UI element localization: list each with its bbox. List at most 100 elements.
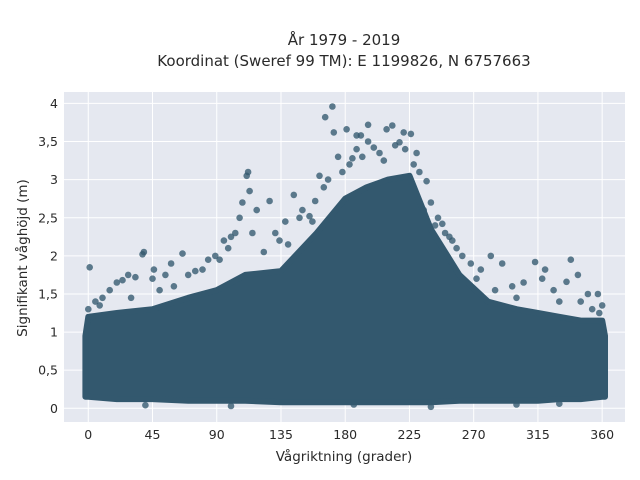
data-point — [439, 220, 446, 228]
data-point — [253, 206, 260, 214]
data-point — [92, 298, 99, 305]
data-point — [423, 177, 430, 185]
y-tick-label: 2,5 — [38, 210, 58, 225]
x-tick-label: 270 — [462, 427, 486, 442]
data-point — [132, 273, 139, 281]
data-point — [364, 138, 372, 145]
data-point — [86, 264, 93, 271]
data-point — [407, 130, 415, 138]
data-point — [370, 144, 378, 151]
data-point — [353, 145, 360, 153]
data-point — [427, 199, 435, 206]
data-point — [124, 271, 132, 279]
data-point — [311, 197, 319, 205]
data-point — [224, 244, 232, 252]
data-point — [227, 233, 235, 241]
data-point — [453, 244, 460, 252]
data-point — [391, 142, 399, 149]
y-tick-label: 1 — [50, 325, 58, 340]
data-point — [220, 237, 228, 244]
data-envelope — [82, 172, 608, 406]
data-point — [420, 206, 428, 214]
data-point — [184, 271, 192, 279]
data-point — [350, 401, 358, 408]
x-tick-label: 45 — [145, 427, 161, 442]
data-point — [574, 271, 582, 279]
data-point — [320, 184, 328, 191]
x-tick-label: 135 — [269, 427, 293, 442]
data-point — [531, 258, 539, 266]
data-point — [199, 266, 206, 273]
data-point — [216, 256, 223, 264]
data-point — [99, 294, 106, 302]
data-point — [162, 271, 169, 279]
data-point — [290, 191, 298, 199]
x-axis-ticks: 0 45 90 135 180 225 270 315 360 — [84, 427, 614, 442]
data-point — [577, 298, 584, 305]
data-point — [321, 113, 329, 121]
dense-point-cloud — [82, 172, 608, 406]
data-point — [410, 161, 418, 168]
data-point — [389, 122, 396, 129]
data-point — [513, 401, 520, 408]
data-point — [556, 400, 563, 408]
data-point — [541, 266, 549, 273]
data-point — [139, 251, 146, 258]
data-point — [330, 129, 338, 136]
x-tick-label: 225 — [398, 427, 422, 442]
y-tick-label: 3,5 — [38, 134, 58, 149]
x-tick-label: 360 — [590, 427, 614, 442]
data-point — [427, 403, 435, 411]
data-point — [359, 153, 366, 161]
data-point — [309, 218, 316, 225]
data-point — [380, 157, 388, 164]
data-point — [513, 294, 520, 302]
data-point — [520, 279, 527, 286]
chart-title-line1: År 1979 - 2019 — [288, 30, 401, 49]
data-point — [249, 229, 256, 237]
y-tick-label: 3 — [50, 172, 58, 187]
data-points — [85, 103, 606, 411]
x-axis-label: Vågriktning (grader) — [276, 448, 413, 465]
data-point — [150, 266, 158, 273]
data-point — [272, 229, 279, 237]
y-axis-ticks: 0 0,5 1 1,5 2 2,5 3 3,5 4 — [38, 96, 58, 416]
data-point — [477, 266, 485, 273]
data-point — [282, 218, 289, 225]
data-point — [266, 197, 273, 205]
data-point — [550, 286, 557, 294]
x-tick-label: 180 — [333, 427, 357, 442]
data-point — [106, 286, 113, 294]
data-point — [284, 241, 292, 248]
data-point — [491, 286, 499, 294]
data-point — [446, 233, 453, 241]
data-point — [179, 250, 186, 257]
data-point — [487, 252, 495, 260]
data-point — [85, 305, 92, 313]
data-point — [413, 149, 420, 157]
data-point — [346, 161, 353, 168]
y-axis-label: Signifikant våghöjd (m) — [14, 179, 31, 337]
data-point — [400, 129, 408, 136]
data-point — [239, 199, 246, 206]
data-point — [156, 286, 163, 294]
data-point — [232, 229, 239, 237]
data-point — [170, 283, 178, 290]
data-point — [127, 294, 135, 302]
x-tick-label: 90 — [209, 427, 225, 442]
data-point — [441, 229, 449, 237]
y-tick-label: 2 — [50, 248, 58, 263]
data-point — [329, 103, 336, 110]
data-point — [556, 298, 563, 305]
data-point — [588, 305, 596, 313]
x-tick-label: 0 — [84, 427, 92, 442]
data-point — [296, 214, 303, 222]
data-point — [508, 283, 516, 290]
data-point — [598, 302, 606, 309]
data-point — [434, 214, 442, 222]
data-point — [149, 275, 156, 283]
data-point — [306, 212, 313, 220]
data-point — [594, 290, 602, 298]
data-point — [431, 222, 439, 229]
